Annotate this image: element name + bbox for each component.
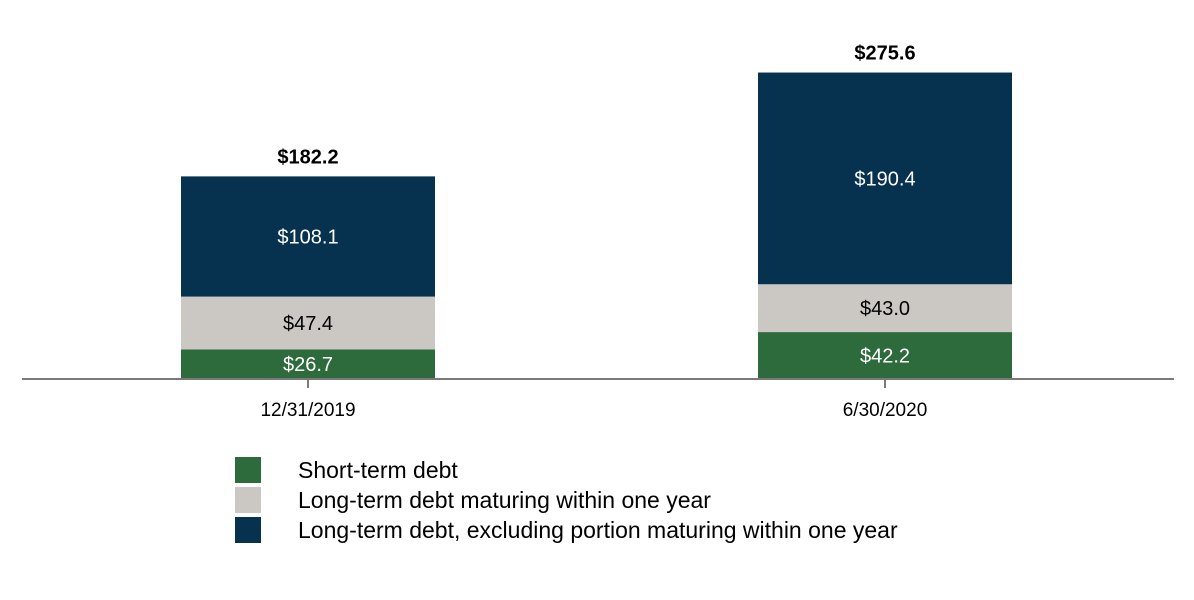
total-value-label: $182.2 bbox=[277, 146, 338, 168]
legend-swatch bbox=[235, 457, 261, 483]
segment-value-label: $26.7 bbox=[283, 354, 333, 376]
segment-value-label: $42.2 bbox=[860, 346, 910, 368]
legend-label: Long-term debt maturing within one year bbox=[298, 486, 711, 513]
x-tick-label: 6/30/2020 bbox=[843, 400, 928, 421]
bar-segment bbox=[181, 349, 435, 379]
bar-segment bbox=[758, 72, 1012, 285]
legend-item: Long-term debt, excluding portion maturi… bbox=[235, 515, 898, 545]
legend: Short-term debt Long-term debt maturing w… bbox=[235, 455, 898, 545]
bar-segment bbox=[181, 296, 435, 350]
bar-segment bbox=[181, 176, 435, 297]
segment-value-label: $47.4 bbox=[283, 313, 333, 335]
legend-item: Short-term debt bbox=[235, 455, 898, 485]
legend-item: Long-term debt maturing within one year bbox=[235, 485, 898, 515]
bar-segment bbox=[758, 284, 1012, 333]
legend-label: Long-term debt, excluding portion maturi… bbox=[298, 516, 898, 543]
legend-label: Short-term debt bbox=[298, 456, 458, 483]
segment-value-label: $43.0 bbox=[860, 298, 910, 320]
total-value-label: $275.6 bbox=[854, 43, 915, 65]
segment-value-label: $108.1 bbox=[277, 226, 338, 248]
x-tick-label: 12/31/2019 bbox=[260, 400, 355, 421]
segment-value-label: $190.4 bbox=[854, 168, 915, 190]
stacked-bar-chart: $26.7 $47.4 $108.1 $182.2 $42.2 $43.0 $190.4 $2… bbox=[22, 43, 1174, 421]
x-ticks-group: 12/31/2019 6/30/2020 bbox=[260, 379, 927, 421]
legend-swatch bbox=[235, 517, 261, 543]
bars-group: $26.7 $47.4 $108.1 $182.2 $42.2 $43.0 $190.4 $2… bbox=[181, 43, 1012, 379]
legend-swatch bbox=[235, 487, 261, 513]
bar-segment bbox=[758, 332, 1012, 379]
